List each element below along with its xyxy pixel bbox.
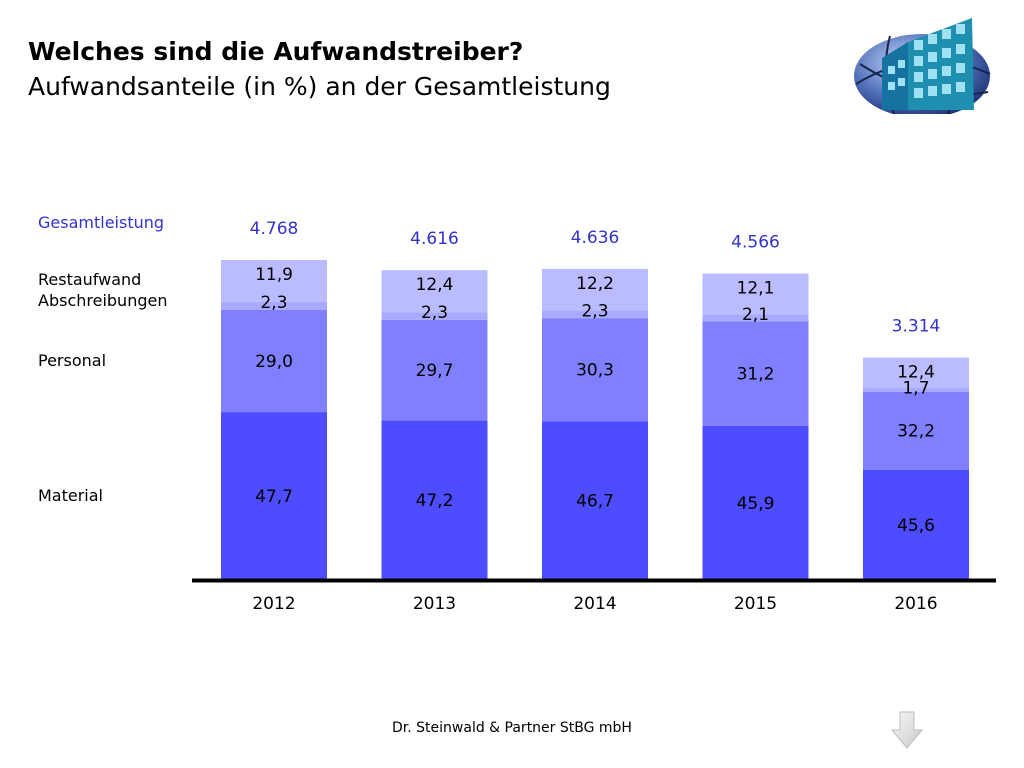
page-title: Welches sind die Aufwandstreiber? bbox=[28, 37, 524, 66]
total-label-2012: 4.768 bbox=[250, 219, 299, 239]
footer-company: Dr. Steinwald & Partner StBG mbH bbox=[392, 720, 632, 736]
total-labels-layer: 4.768 4.616 4.636 4.566 3.314 bbox=[250, 219, 941, 337]
bar-segment-abschreibungen-2016 bbox=[863, 387, 969, 392]
value-label-material-2012: 47,7 bbox=[255, 487, 293, 507]
value-label-personal-2012: 29,0 bbox=[255, 352, 293, 372]
value-label-restaufwand-2012: 11,9 bbox=[255, 265, 293, 285]
value-label-abschreibungen-2015: 2,1 bbox=[742, 305, 769, 325]
category-label-2014: 2014 bbox=[573, 594, 616, 614]
bar-segment-personal-2016 bbox=[863, 391, 969, 470]
category-label-2015: 2015 bbox=[734, 594, 777, 614]
value-label-restaufwand-2016: 12,4 bbox=[897, 363, 935, 383]
value-label-abschreibungen-2014: 2,3 bbox=[581, 301, 608, 321]
total-label-2015: 4.566 bbox=[731, 233, 780, 253]
bar-segment-material-2016 bbox=[863, 469, 969, 580]
value-labels-layer: 47,7 29,0 2,3 11,9 47,2 29,7 2,3 12,4 46,7 30,3 2,… bbox=[255, 265, 935, 536]
bar-segment-personal-2015 bbox=[702, 321, 809, 426]
value-label-abschreibungen-2012: 2,3 bbox=[260, 293, 287, 313]
value-label-material-2013: 47,2 bbox=[416, 491, 454, 511]
value-label-restaufwand-2015: 12,1 bbox=[737, 279, 775, 299]
bar-segment-personal-2014 bbox=[542, 318, 648, 422]
value-label-material-2015: 45,9 bbox=[737, 494, 775, 514]
bar-segment-personal-2013 bbox=[381, 319, 488, 421]
value-label-material-2016: 45,6 bbox=[897, 516, 935, 536]
bar-segment-restaufwand-2012 bbox=[221, 260, 327, 302]
bar-segment-abschreibungen-2013 bbox=[381, 312, 488, 320]
value-label-abschreibungen-2016: 1,7 bbox=[902, 379, 929, 399]
page-subtitle: Aufwandsanteile (in %) an der Gesamtleis… bbox=[28, 72, 611, 101]
total-label-2016: 3.314 bbox=[892, 317, 941, 337]
category-labels-layer: 2012 2013 2014 2015 2016 bbox=[252, 594, 937, 614]
legend-abschreibungen: Abschreibungen bbox=[38, 291, 167, 310]
value-label-restaufwand-2014: 12,2 bbox=[576, 274, 614, 294]
bar-segment-material-2015 bbox=[702, 425, 809, 580]
bar-segment-abschreibungen-2015 bbox=[702, 314, 809, 322]
bar-segment-material-2012 bbox=[221, 412, 327, 580]
arrow-down-icon[interactable] bbox=[890, 710, 924, 750]
bar-segment-abschreibungen-2014 bbox=[542, 310, 648, 319]
legend-restaufwand: Restaufwand bbox=[38, 270, 141, 289]
value-label-abschreibungen-2013: 2,3 bbox=[421, 303, 448, 323]
globe-building-logo bbox=[854, 18, 991, 114]
total-label-2013: 4.616 bbox=[410, 229, 459, 249]
category-label-2012: 2012 bbox=[252, 594, 295, 614]
value-label-restaufwand-2013: 12,4 bbox=[416, 275, 454, 295]
bars-layer bbox=[221, 260, 969, 580]
bar-segment-restaufwand-2014 bbox=[542, 268, 648, 311]
bar-segment-material-2013 bbox=[381, 420, 488, 580]
category-label-2016: 2016 bbox=[894, 594, 937, 614]
legend-gesamtleistung: Gesamtleistung bbox=[38, 213, 164, 232]
value-label-personal-2015: 31,2 bbox=[737, 365, 775, 385]
category-label-2013: 2013 bbox=[413, 594, 456, 614]
bar-segment-material-2014 bbox=[542, 421, 648, 580]
value-label-personal-2016: 32,2 bbox=[897, 422, 935, 442]
value-label-personal-2013: 29,7 bbox=[416, 361, 454, 381]
bar-segment-abschreibungen-2012 bbox=[221, 301, 327, 310]
bar-segment-restaufwand-2013 bbox=[381, 270, 488, 313]
value-label-personal-2014: 30,3 bbox=[576, 361, 614, 381]
total-label-2014: 4.636 bbox=[571, 228, 620, 248]
value-label-material-2014: 46,7 bbox=[576, 492, 614, 512]
bar-segment-personal-2012 bbox=[221, 309, 327, 413]
legend-personal: Personal bbox=[38, 351, 106, 370]
bar-segment-restaufwand-2016 bbox=[863, 357, 969, 388]
bar-segment-restaufwand-2015 bbox=[702, 273, 809, 315]
legend-material: Material bbox=[38, 486, 103, 505]
